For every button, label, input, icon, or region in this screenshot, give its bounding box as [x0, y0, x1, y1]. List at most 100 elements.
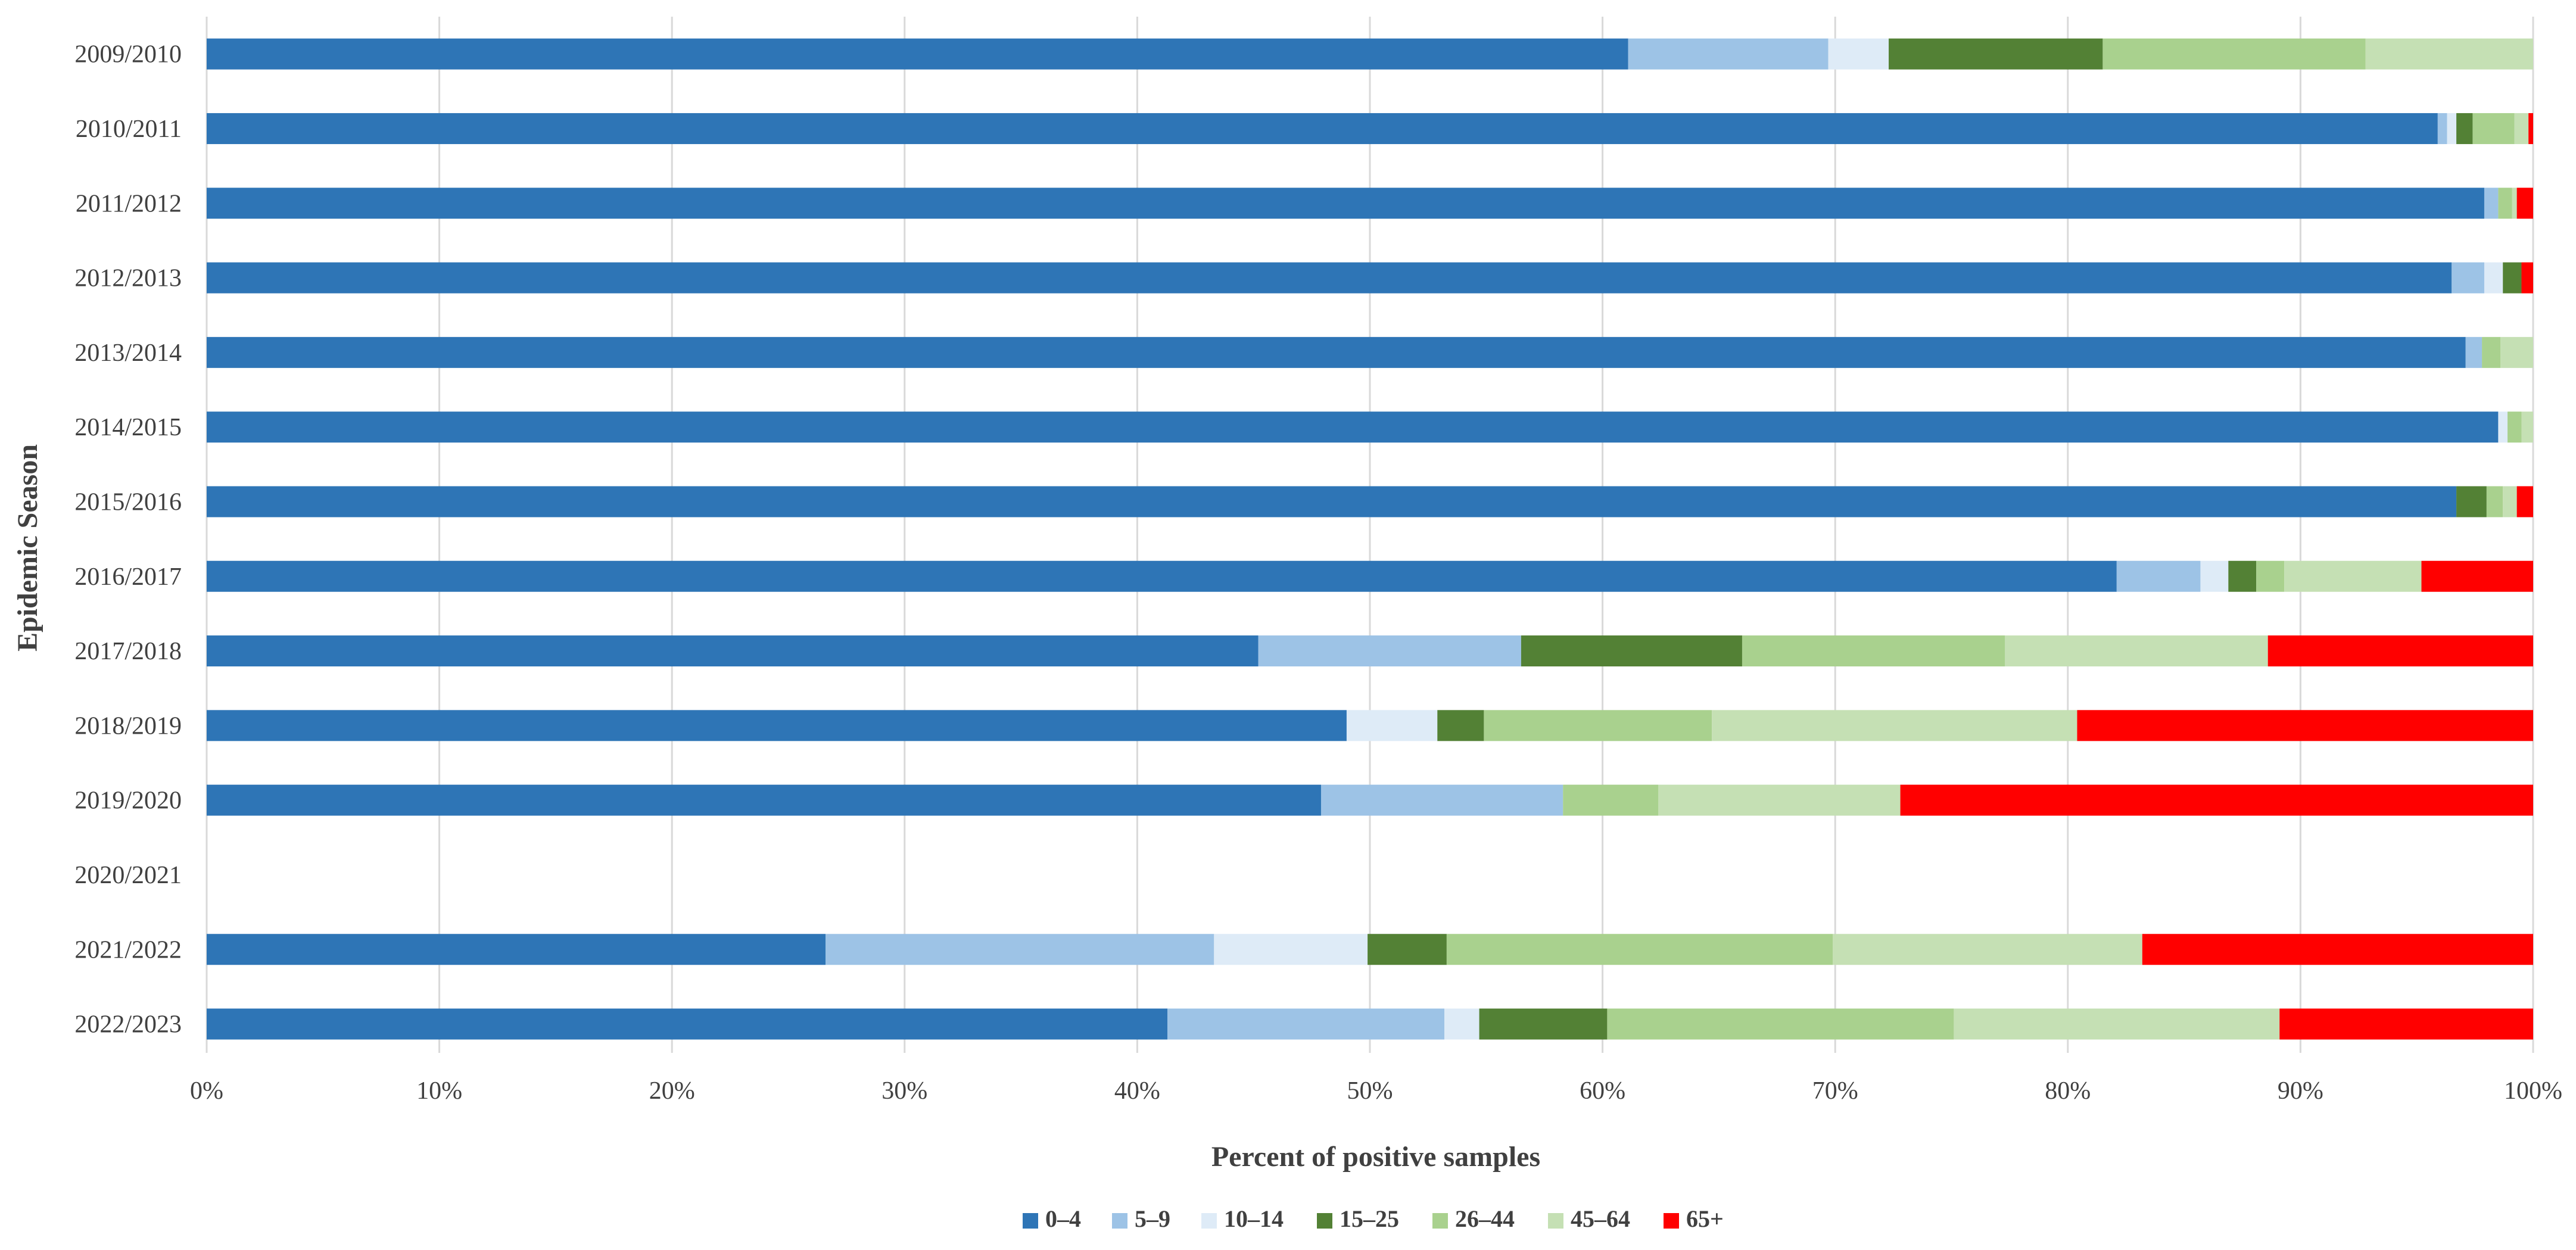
- legend-label: 5–9: [1135, 1205, 1170, 1232]
- bar-segment: [2102, 38, 2366, 70]
- bar-segment: [207, 1008, 1168, 1040]
- bar-segment: [2256, 560, 2285, 592]
- legend-swatch: [1023, 1213, 1038, 1229]
- y-axis-title: Epidemic Season: [12, 444, 43, 652]
- bar-segment: [207, 412, 2499, 443]
- bar-segment: [2503, 486, 2517, 518]
- y-category-label: 2018/2019: [74, 712, 182, 740]
- bar-segment: [2421, 560, 2533, 592]
- x-tick-label: 0%: [190, 1077, 223, 1105]
- bar-segment: [1320, 784, 1563, 816]
- bar-segment: [1712, 710, 2077, 741]
- x-tick-label: 100%: [2504, 1077, 2562, 1105]
- bar-segment: [1368, 934, 1447, 965]
- bar-segment: [1346, 710, 1438, 741]
- legend-swatch: [1201, 1213, 1217, 1229]
- bar-segment: [1214, 934, 1368, 965]
- x-tick-label: 80%: [2045, 1077, 2091, 1105]
- bar-segment: [2279, 1008, 2533, 1040]
- bar-segment: [1479, 1008, 1608, 1040]
- y-category-label: 2011/2012: [76, 190, 182, 217]
- bar-segment: [207, 38, 1628, 70]
- bar-segment: [1258, 635, 1521, 667]
- x-tick-label: 70%: [1812, 1077, 1858, 1105]
- bar-segment: [2228, 560, 2257, 592]
- bar-segment: [207, 262, 2452, 294]
- bar-segment: [2116, 560, 2201, 592]
- bar-segment: [2200, 560, 2229, 592]
- bar-segment: [207, 113, 2438, 144]
- legend-swatch: [1548, 1213, 1563, 1229]
- bar-segment: [1900, 784, 2533, 816]
- bar-segment: [207, 188, 2484, 219]
- legend-label: 65+: [1686, 1205, 1724, 1232]
- bar-segment: [1521, 635, 1742, 667]
- bar-segment: [2508, 412, 2522, 443]
- bar-segment: [207, 486, 2457, 518]
- bar-segment: [2267, 635, 2533, 667]
- bar-segment: [2284, 560, 2422, 592]
- bar-segment: [2484, 262, 2503, 294]
- bar-segment: [2482, 336, 2501, 368]
- bar-segment: [1828, 38, 1889, 70]
- bar-segment: [2456, 486, 2487, 518]
- bar-segment: [1628, 38, 1829, 70]
- bar-segment: [2005, 635, 2268, 667]
- bar-segment: [1446, 934, 1833, 965]
- x-tick-label: 90%: [2278, 1077, 2323, 1105]
- y-category-label: 2010/2011: [76, 116, 182, 143]
- bar-segment: [2456, 113, 2473, 144]
- y-category-label: 2020/2021: [74, 862, 182, 889]
- bars: [207, 38, 2533, 1040]
- bar-segment: [1484, 710, 1712, 741]
- legend-label: 0–4: [1045, 1205, 1081, 1232]
- legend-swatch: [1112, 1213, 1127, 1229]
- legend-label: 26–44: [1455, 1205, 1515, 1232]
- bar-segment: [2465, 336, 2482, 368]
- y-category-label: 2016/2017: [74, 563, 182, 591]
- bar-segment: [2503, 262, 2522, 294]
- bar-segment: [1889, 38, 2103, 70]
- bar-segment: [1607, 1008, 1954, 1040]
- bar-segment: [1833, 934, 2142, 965]
- gridlines: [205, 17, 2534, 1053]
- legend-swatch: [1432, 1213, 1448, 1229]
- bar-segment: [207, 710, 1347, 741]
- bar-segment: [2472, 113, 2515, 144]
- bar-segment: [2498, 188, 2512, 219]
- y-category-label: 2015/2016: [74, 488, 182, 516]
- x-tick-label: 40%: [1114, 1077, 1160, 1105]
- bar-segment: [207, 560, 2117, 592]
- y-category-label: 2022/2023: [74, 1011, 182, 1039]
- bar-segment: [2077, 710, 2533, 741]
- y-category-label: 2014/2015: [74, 414, 182, 441]
- bar-segment: [2521, 412, 2533, 443]
- x-tick-label: 30%: [881, 1077, 927, 1105]
- bar-segment: [2437, 113, 2447, 144]
- bar-segment: [1444, 1008, 1479, 1040]
- bar-segment: [1563, 784, 1659, 816]
- x-axis-tick-labels: 0% 10% 20% 30% 40% 50% 60% 70% 80% 90% 100%: [190, 1077, 2562, 1105]
- legend-label: 15–25: [1340, 1205, 1399, 1232]
- bar-segment: [2514, 113, 2529, 144]
- legend-swatch: [1317, 1213, 1332, 1229]
- legend-label: 10–14: [1224, 1205, 1284, 1232]
- x-tick-label: 50%: [1347, 1077, 1393, 1105]
- bar-segment: [2486, 486, 2503, 518]
- bar-segment: [1167, 1008, 1444, 1040]
- y-category-label: 2017/2018: [74, 638, 182, 665]
- bar-segment: [2512, 188, 2517, 219]
- legend-swatch: [1664, 1213, 1679, 1229]
- bar-segment: [2142, 934, 2533, 965]
- y-category-label: 2013/2014: [74, 339, 182, 367]
- y-category-label: 2019/2020: [74, 787, 182, 815]
- bar-segment: [2528, 113, 2533, 144]
- x-axis-title: Percent of positive samples: [1211, 1141, 1540, 1173]
- bar-segment: [2521, 262, 2533, 294]
- bar-segment: [1437, 710, 1484, 741]
- y-category-label: 2021/2022: [74, 936, 182, 964]
- bar-segment: [207, 784, 1321, 816]
- x-tick-label: 20%: [649, 1077, 695, 1105]
- legend-label: 45–64: [1571, 1205, 1630, 1232]
